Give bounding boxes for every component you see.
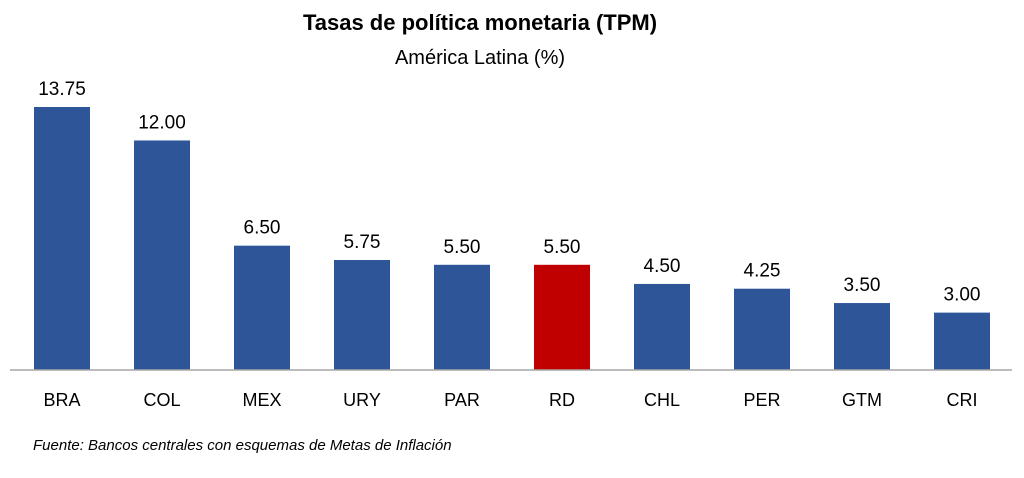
category-label-col: COL xyxy=(143,390,180,410)
value-label-ury: 5.75 xyxy=(344,232,381,253)
value-label-rd: 5.50 xyxy=(544,237,581,258)
category-label-chl: CHL xyxy=(644,390,680,410)
bar-col xyxy=(134,140,190,370)
bar-mex xyxy=(234,245,290,370)
category-label-par: PAR xyxy=(444,390,480,410)
category-label-per: PER xyxy=(743,390,780,410)
value-label-bra: 13.75 xyxy=(38,79,86,100)
value-label-chl: 4.50 xyxy=(644,256,681,277)
category-label-mex: MEX xyxy=(242,390,281,410)
chart-subtitle: América Latina (%) xyxy=(395,47,565,69)
bar-bra xyxy=(34,107,90,370)
value-label-mex: 6.50 xyxy=(244,218,281,239)
bar-cri xyxy=(934,312,990,370)
value-label-cri: 3.00 xyxy=(944,285,981,306)
bar-gtm xyxy=(834,303,890,370)
category-label-bra: BRA xyxy=(43,390,80,410)
category-label-gtm: GTM xyxy=(842,390,882,410)
value-label-per: 4.25 xyxy=(744,261,781,282)
bar-ury xyxy=(334,260,390,370)
value-label-par: 5.50 xyxy=(444,237,481,258)
bars-group: 13.75 BRA 12.00 COL 6.50 MEX 5.75 URY 5.50 PAR 5.5… xyxy=(34,79,990,410)
bar-par xyxy=(434,264,490,370)
bar-chl xyxy=(634,283,690,370)
bar-rd xyxy=(534,264,590,370)
category-label-cri: CRI xyxy=(947,390,978,410)
category-label-rd: RD xyxy=(549,390,575,410)
chart-title: Tasas de política monetaria (TPM) xyxy=(303,10,657,35)
value-label-col: 12.00 xyxy=(138,112,186,133)
value-label-gtm: 3.50 xyxy=(844,275,881,296)
source-note: Fuente: Bancos centrales con esquemas de… xyxy=(33,437,452,454)
category-label-ury: URY xyxy=(343,390,381,410)
bar-per xyxy=(734,288,790,370)
